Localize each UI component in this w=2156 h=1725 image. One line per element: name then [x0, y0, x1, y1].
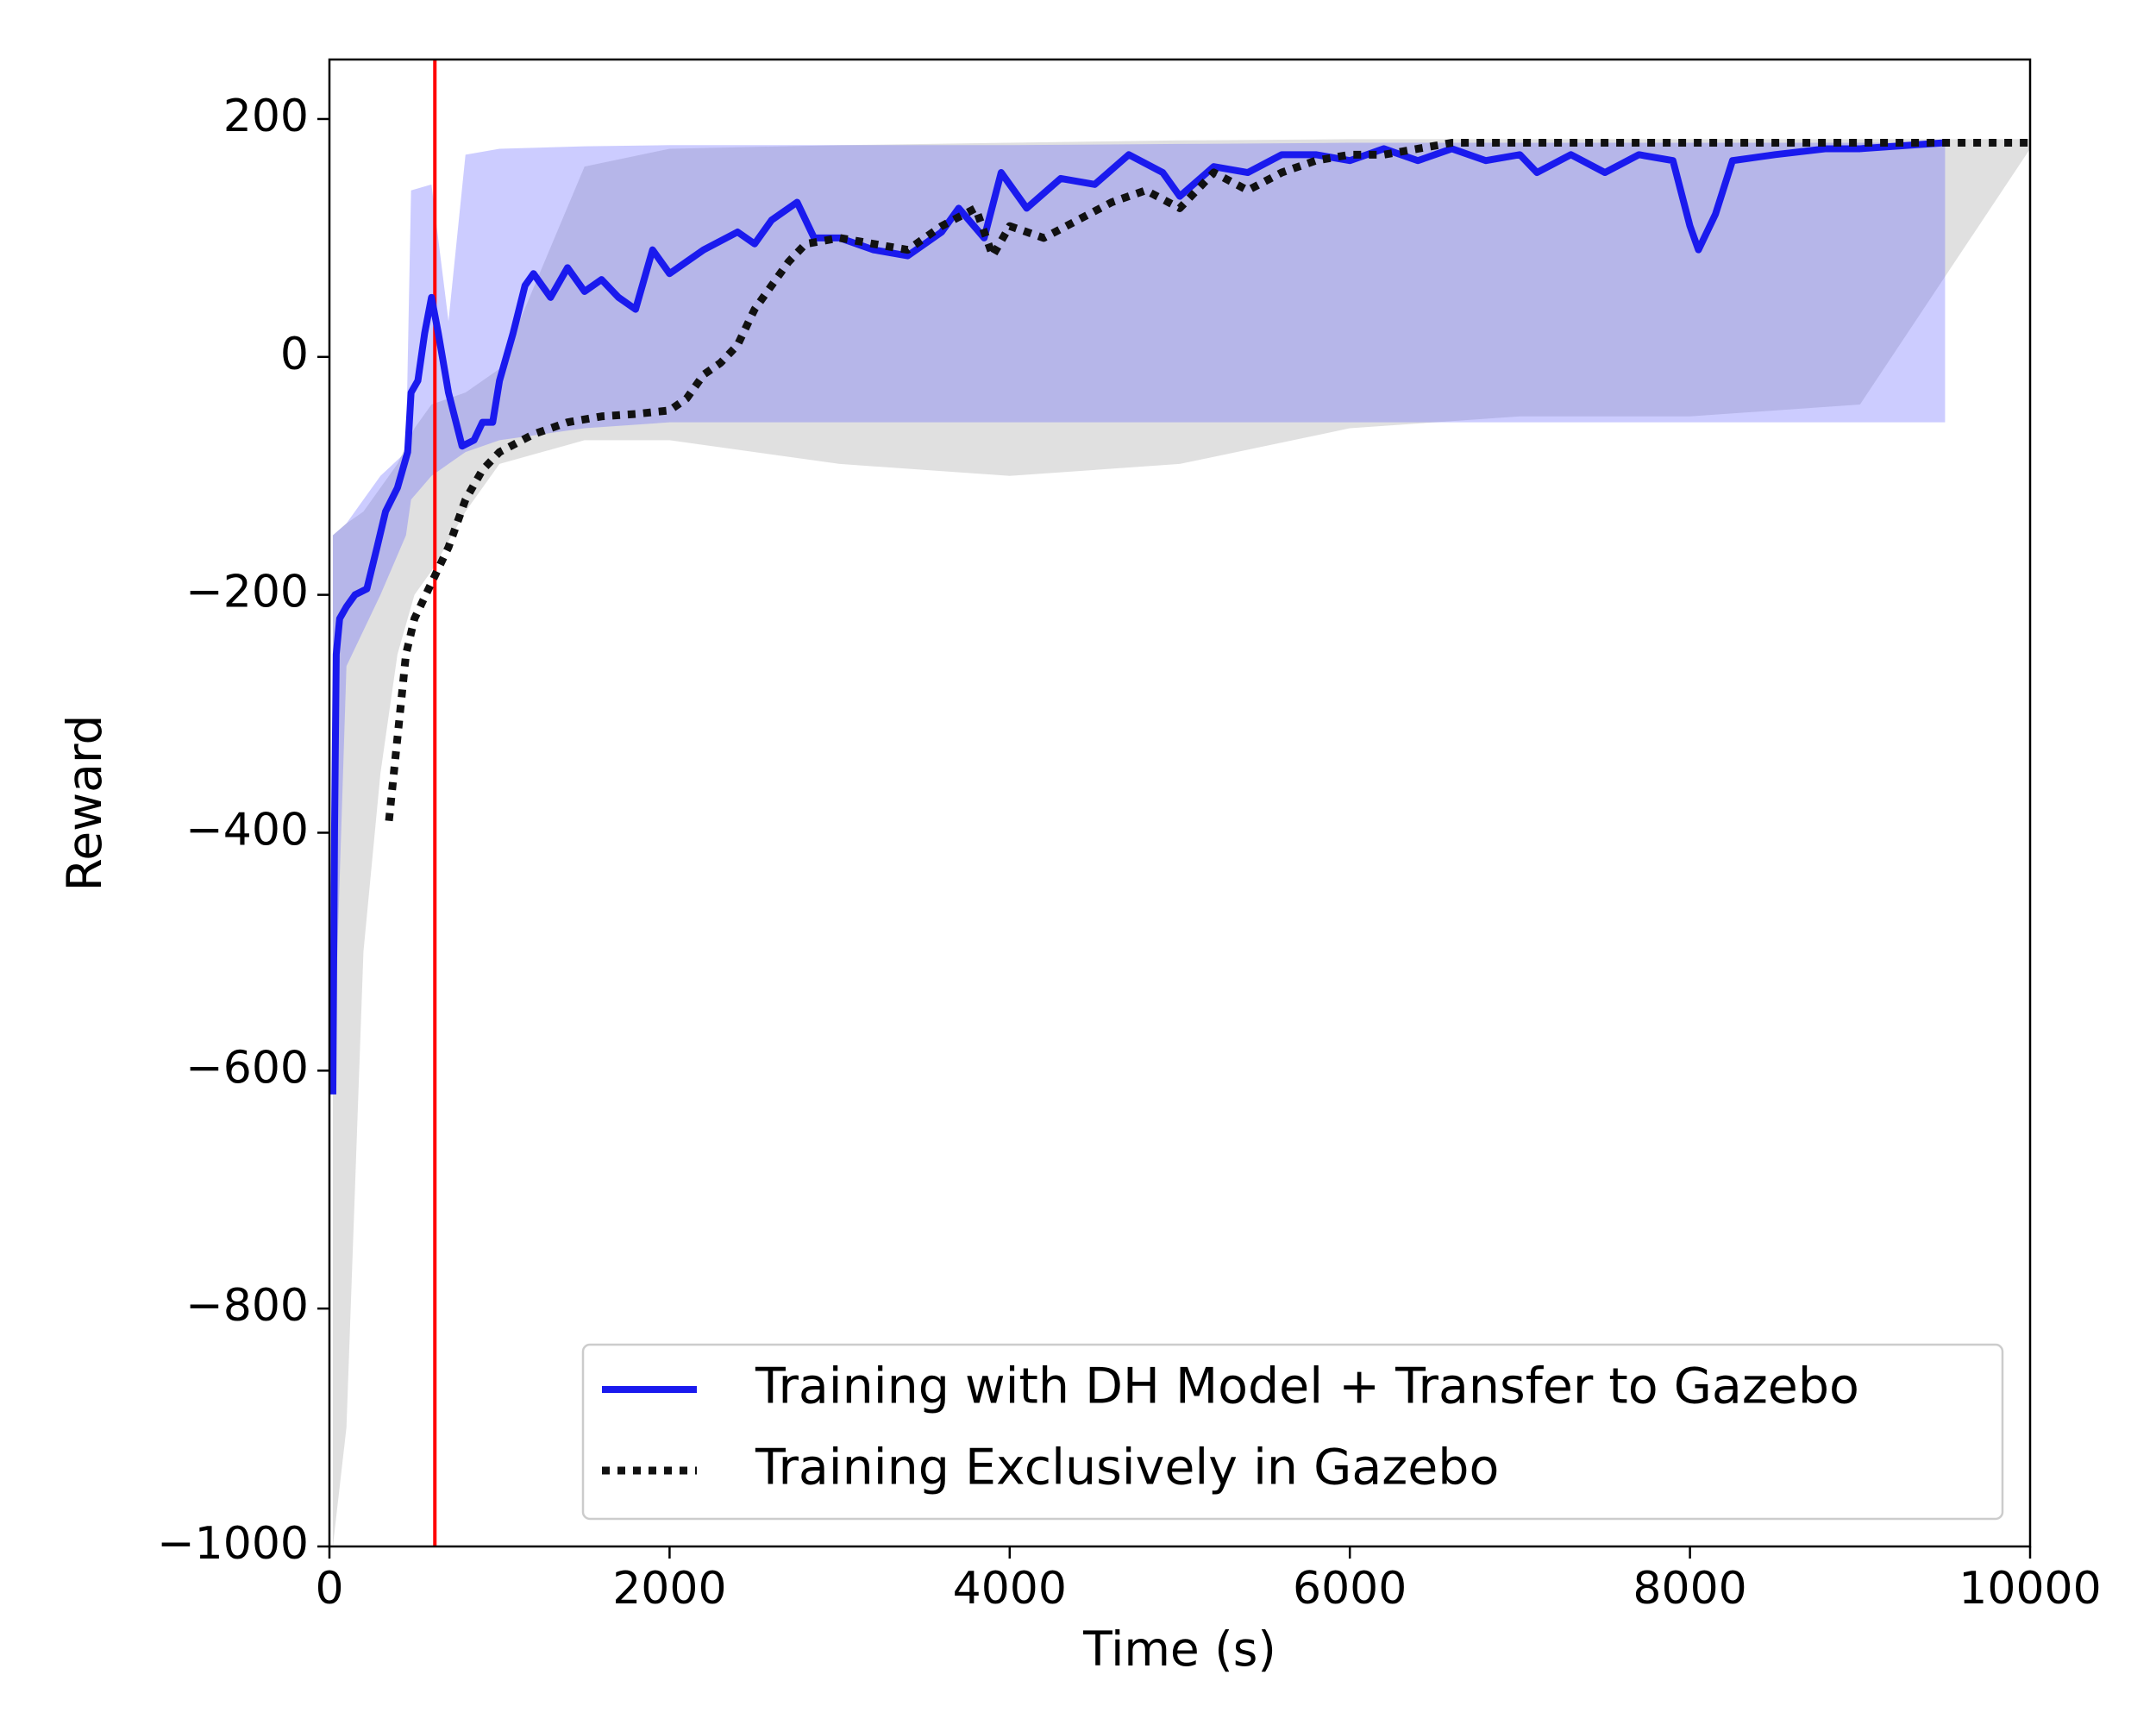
series-line — [385, 139, 2030, 822]
x-tick-label: 8000 — [1633, 1563, 1746, 1615]
y-tick-label: −800 — [185, 1280, 309, 1332]
raw-band — [332, 139, 2030, 1546]
plot-area — [329, 60, 2030, 1546]
y-tick-label: −1000 — [157, 1518, 309, 1570]
x-tick-label: 10000 — [1959, 1563, 2101, 1615]
x-tick-label: 0 — [315, 1563, 343, 1615]
plot-frame — [328, 58, 2032, 1548]
x-tick-label: 2000 — [612, 1563, 726, 1615]
y-tick-label: 200 — [223, 91, 309, 142]
y-tick-label: 0 — [280, 329, 309, 380]
y-axis-label: Reward — [57, 715, 112, 892]
legend-label: Training with DH Model + Transfer to Gaz… — [755, 1358, 1859, 1415]
y-tick-label: −200 — [185, 567, 309, 618]
y-tick-label: −400 — [185, 804, 309, 856]
y-tick-label: −600 — [185, 1042, 309, 1094]
x-axis-label: Time (s) — [1082, 1622, 1276, 1677]
raw-band — [332, 142, 1946, 1095]
x-tick-label: 4000 — [953, 1563, 1067, 1615]
legend-box — [581, 1343, 2004, 1521]
legend-label: Training Exclusively in Gazebo — [755, 1440, 1499, 1496]
series-line — [329, 139, 1946, 1095]
x-tick-label: 6000 — [1293, 1563, 1407, 1615]
